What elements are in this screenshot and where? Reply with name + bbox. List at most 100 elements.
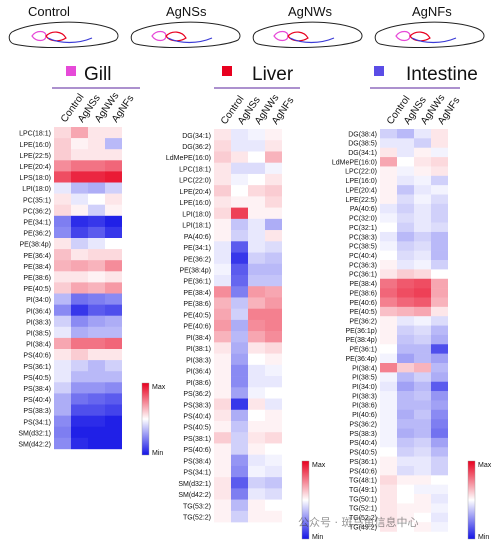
heatmap-cell [214, 499, 231, 512]
row-label: PS(38:3) [183, 402, 211, 409]
row-label: LPC(22:0) [179, 178, 211, 185]
heatmap-cell [431, 129, 448, 139]
row-label: PE(38:4p) [179, 268, 211, 275]
row-label: TG(53:2) [183, 503, 211, 510]
heatmap-cell [248, 432, 265, 444]
heatmap-cell [265, 510, 282, 523]
row-label: SM(d42:2) [18, 441, 51, 448]
heatmap-cell [231, 499, 248, 512]
heatmap-cell [397, 512, 414, 523]
row-label: TG(52:2) [349, 515, 377, 522]
heatmap-cell [380, 512, 397, 523]
heatmap-cell [54, 182, 71, 194]
row-label: PS(38:4) [23, 386, 51, 393]
heatmap-cell [231, 151, 248, 163]
heatmap-cell [431, 175, 448, 186]
heatmap-cell [105, 193, 122, 205]
heatmap-cell [231, 185, 248, 197]
heatmap-cell [105, 160, 122, 172]
heatmap-cell [431, 166, 448, 177]
row-label: PA(40:6) [350, 206, 377, 213]
heatmap-cell [414, 231, 431, 242]
heatmap-cell [397, 522, 414, 532]
heatmap-cell [414, 306, 431, 317]
heatmap-cell [397, 419, 414, 429]
heatmap-cell [265, 465, 282, 478]
heatmap-cell [265, 398, 282, 411]
heatmap-cell [231, 129, 248, 141]
heatmap-cell [414, 297, 431, 308]
row-label: PC(38:5) [349, 244, 377, 251]
heatmap-cell [105, 315, 122, 328]
heatmap-cell [88, 426, 105, 439]
row-label: PI(38:3) [186, 357, 211, 364]
heatmap-cell [380, 419, 397, 429]
heatmap-cell [397, 231, 414, 242]
heatmap-cell [431, 447, 448, 457]
heatmap-cell [414, 484, 431, 495]
heatmap-cell [54, 304, 71, 316]
panel-gill: GillControlAgNSsAgNWsAgNFsLPC(18:1)LPE(1… [18, 64, 165, 457]
row-label: PS(40:4) [23, 397, 51, 404]
fish-agnss: AgNSs [130, 4, 241, 48]
heatmap-cell [105, 260, 122, 272]
heatmap-cell [380, 129, 397, 139]
heatmap-cell [71, 349, 88, 361]
heatmap-cell [105, 437, 122, 450]
heatmap-cell [414, 222, 431, 233]
heatmap-cell [397, 456, 414, 467]
heatmap-cell [231, 308, 248, 321]
heatmap-cell [414, 372, 431, 383]
heatmap-cell [265, 331, 282, 343]
heatmap-cell [231, 510, 248, 523]
heatmap-cell [248, 420, 265, 433]
heatmap-cell [414, 465, 431, 476]
heatmap-cell [265, 353, 282, 366]
heatmap-cell [397, 306, 414, 317]
row-label: PE(34:1) [23, 219, 51, 226]
heatmap-cell [214, 241, 231, 253]
heatmap-cell [265, 477, 282, 489]
heatmap-cell [214, 376, 231, 388]
heatmap-cell [54, 326, 71, 339]
fish-agnws: AgNWs [252, 4, 363, 48]
row-label: PE(36:1p) [345, 328, 377, 335]
heatmap-cell [431, 363, 448, 373]
heatmap-cell [431, 231, 448, 242]
heatmap-cell [265, 319, 282, 332]
row-label: PS(40:5) [349, 450, 377, 457]
row-label: PE(38:4p) [19, 242, 51, 249]
row-label: PE(36:2) [23, 231, 51, 238]
fish-label-control: Control [28, 4, 70, 19]
heatmap-cell [397, 222, 414, 233]
heatmap-cell [397, 503, 414, 514]
heatmap-cell [414, 522, 431, 532]
heatmap-cell [231, 432, 248, 444]
heatmap-cell [231, 241, 248, 253]
heatmap-cell [431, 203, 448, 214]
row-label: PS(40:5) [183, 425, 211, 432]
heatmap-cell [414, 344, 431, 354]
heatmap-cell [71, 249, 88, 261]
heatmap-cell [414, 288, 431, 298]
row-label: PI(38:3) [352, 393, 377, 400]
heatmap-cell [214, 477, 231, 489]
heatmap-cell [248, 286, 265, 298]
row-label: PS(38:3) [23, 408, 51, 415]
heatmap-cell [431, 456, 448, 467]
heatmap-cell [248, 409, 265, 422]
heatmap-cell [71, 315, 88, 328]
heatmap-cell [71, 282, 88, 294]
heatmap-cell [105, 393, 122, 405]
row-label: SM(d32:1) [18, 430, 51, 437]
heatmap-cell [397, 475, 414, 485]
row-label: PI(40:6) [352, 412, 377, 419]
heatmap-cell [88, 304, 105, 316]
heatmap-cell [54, 138, 71, 150]
heatmap-cell [431, 334, 448, 345]
row-label: PE(34:1) [183, 245, 211, 252]
heatmap-cell [54, 404, 71, 416]
heatmap-cell [414, 166, 431, 177]
row-label: DG(36:2) [182, 144, 211, 151]
